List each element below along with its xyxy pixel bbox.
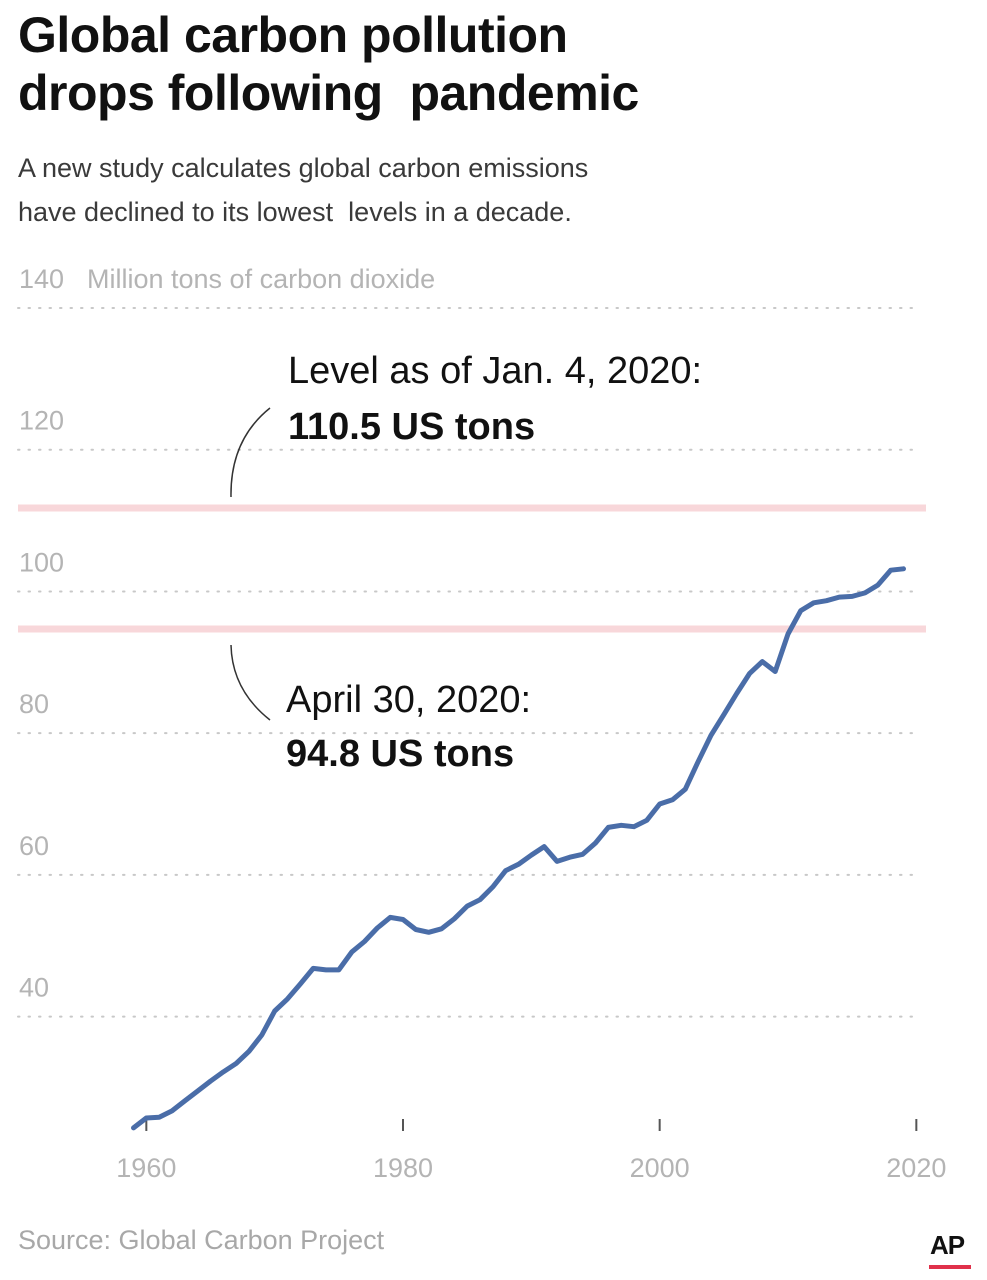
data-point-1991 <box>543 846 545 848</box>
chart-title: Global carbon pollution drops following … <box>18 6 958 122</box>
data-point-2006 <box>736 693 738 694</box>
ap-logo-underline <box>929 1265 971 1269</box>
chart-subtitle-line-2: have declined to its lowest levels in a … <box>18 197 572 227</box>
y-axis-unit-label: Million tons of carbon dioxide <box>87 264 435 294</box>
y-tick-label-layer: 140 Million tons of carbon dioxide 120 100 8… <box>19 264 435 1003</box>
grid-layer <box>17 307 921 1018</box>
data-point-1998 <box>633 826 635 828</box>
data-point-1984 <box>453 918 455 920</box>
data-point-2005 <box>723 714 725 716</box>
y-tick-label-140: 140 <box>19 264 64 294</box>
data-point-1977 <box>364 941 365 942</box>
data-point-1968 <box>248 1050 250 1052</box>
data-point-1965 <box>210 1080 211 1082</box>
data-point-1976 <box>351 951 353 953</box>
y-tick-label-120: 120 <box>19 406 64 436</box>
data-point-1987 <box>492 886 494 888</box>
data-point-1966 <box>222 1071 224 1073</box>
data-point-1999 <box>646 819 648 821</box>
data-point-1989 <box>518 863 519 865</box>
data-point-1979 <box>389 916 391 918</box>
data-point-1963 <box>184 1100 186 1102</box>
data-point-2008 <box>761 661 763 663</box>
data-point-1971 <box>287 998 288 1000</box>
series-line-emissions <box>131 566 906 1131</box>
data-point-2003 <box>697 761 699 762</box>
annotation-jan-4-label: Level as of Jan. 4, 2020: <box>288 350 702 392</box>
data-point-1983 <box>441 928 442 930</box>
data-point-2007 <box>749 673 750 675</box>
y-tick-label-40: 40 <box>19 973 49 1003</box>
annotation-leader-april-30 <box>230 644 271 721</box>
data-point-2011 <box>800 610 802 612</box>
annotation-jan-4-value: 110.5 US tons <box>288 406 535 448</box>
data-point-2000 <box>659 803 661 805</box>
data-point-1986 <box>479 899 481 901</box>
data-point-1973 <box>312 967 314 969</box>
annotation-leader-jan-4 <box>230 407 271 498</box>
data-point-1982 <box>428 931 430 933</box>
data-point-1975 <box>338 969 340 971</box>
series-layer <box>131 566 906 1131</box>
reference-line-layer <box>18 504 926 633</box>
data-point-1992 <box>556 860 558 862</box>
x-tick-label-2020: 2020 <box>886 1153 946 1183</box>
data-point-1996 <box>607 826 609 828</box>
data-point-2004 <box>710 734 712 736</box>
data-point-1962 <box>171 1110 173 1112</box>
ap-logo: AP <box>930 1230 965 1260</box>
data-point-1994 <box>582 853 584 855</box>
y-tick-label-100: 100 <box>19 547 64 577</box>
chart-subtitle: A new study calculates global carbon emi… <box>18 146 958 234</box>
data-point-1974 <box>325 969 327 971</box>
data-point-1959 <box>133 1127 134 1129</box>
y-tick-label-80: 80 <box>19 689 49 719</box>
data-point-1967 <box>235 1062 237 1064</box>
data-point-1985 <box>466 905 468 907</box>
annotation-april-30-label: April 30, 2020: <box>286 679 531 721</box>
x-tick-label-2000: 2000 <box>630 1153 690 1183</box>
x-tick-label-1980: 1980 <box>373 1153 433 1183</box>
data-point-2013 <box>826 600 827 602</box>
data-point-2012 <box>813 602 815 604</box>
y-tick-label-60: 60 <box>19 831 49 861</box>
data-point-2009 <box>774 671 776 672</box>
data-point-2002 <box>684 788 686 790</box>
data-point-1981 <box>415 929 417 930</box>
x-axis-layer: 1960 1980 2000 2020 <box>116 1119 946 1183</box>
data-point-2001 <box>672 799 673 801</box>
data-point-2019 <box>903 568 904 570</box>
data-point-1988 <box>505 870 507 872</box>
chart-title-line-2: drops following pandemic <box>18 65 639 121</box>
data-point-2014 <box>838 596 840 598</box>
chart-title-line-1: Global carbon pollution <box>18 7 568 63</box>
data-point-1997 <box>620 824 622 826</box>
data-point-1970 <box>274 1010 276 1012</box>
x-tick-label-1960: 1960 <box>116 1153 176 1183</box>
data-point-1980 <box>402 919 404 920</box>
data-point-2017 <box>877 584 879 586</box>
data-point-1961 <box>158 1116 160 1118</box>
annotation-layer: Level as of Jan. 4, 2020: 110.5 US tons Ap… <box>230 350 702 775</box>
data-point-1978 <box>376 927 378 929</box>
chart-subtitle-line-1: A new study calculates global carbon emi… <box>18 153 589 183</box>
data-point-2010 <box>787 633 789 635</box>
source-note: Source: Global Carbon Project <box>18 1225 385 1255</box>
data-point-1960 <box>145 1117 147 1119</box>
data-point-1993 <box>569 856 571 858</box>
data-point-2016 <box>864 592 866 594</box>
data-point-1972 <box>299 983 301 985</box>
data-point-1969 <box>261 1034 263 1036</box>
annotation-april-30-value: 94.8 US tons <box>286 733 514 775</box>
data-point-1995 <box>595 842 596 844</box>
data-point-1964 <box>197 1090 199 1092</box>
data-point-1990 <box>530 854 532 856</box>
data-point-2015 <box>851 595 853 597</box>
data-point-2018 <box>890 569 892 571</box>
